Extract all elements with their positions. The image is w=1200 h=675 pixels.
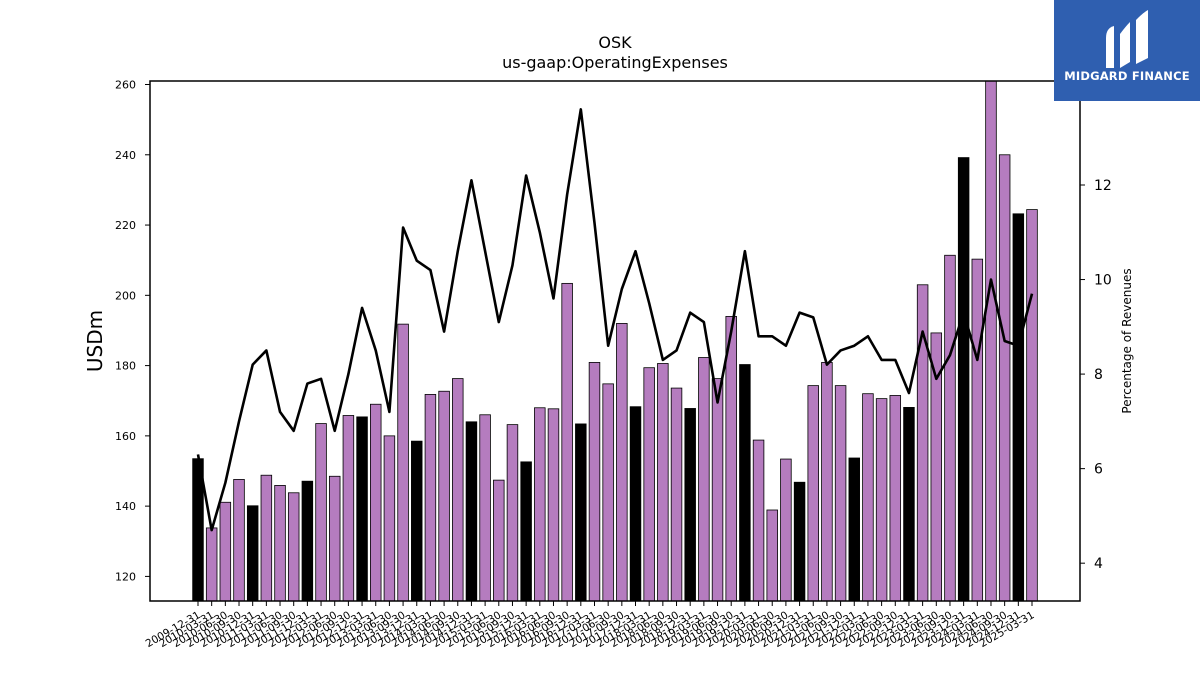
bar [602, 383, 614, 602]
bar [766, 509, 778, 602]
y-tick-label: 120 [115, 570, 136, 583]
bar [862, 393, 874, 602]
y-tick-label: 220 [115, 219, 136, 232]
bar [260, 474, 273, 602]
bar [274, 485, 286, 602]
bar [342, 415, 355, 602]
brand-logo: MIDGARD FINANCE [1054, 0, 1200, 101]
bar [725, 316, 737, 602]
bar [739, 364, 751, 602]
y-axis-label: USDm [83, 310, 107, 372]
bar [807, 385, 819, 602]
y-tick-label: 200 [115, 289, 136, 302]
bar [287, 492, 300, 602]
bar [561, 282, 573, 602]
bar [520, 461, 532, 602]
bar [233, 479, 245, 602]
bar [1012, 213, 1025, 602]
bar [397, 323, 409, 602]
bar [793, 481, 806, 602]
bar [383, 435, 396, 602]
bar [875, 398, 888, 602]
bar [452, 378, 464, 602]
bar [493, 479, 505, 602]
y-tick-label: 180 [115, 360, 136, 373]
y-tick-label: 160 [115, 430, 136, 443]
bar [780, 458, 792, 602]
bar [985, 80, 997, 602]
bar [370, 403, 382, 602]
bar [588, 362, 601, 602]
bar [821, 362, 833, 602]
y2-tick-label: 6 [1094, 462, 1103, 478]
bar [698, 357, 710, 602]
y2-tick-label: 8 [1094, 367, 1103, 383]
bar [711, 378, 724, 602]
chart-subtitle: us-gaap:OperatingExpenses [502, 53, 728, 72]
plot-frame [149, 80, 1081, 602]
brand-name: MIDGARD FINANCE [1064, 69, 1190, 83]
bar [903, 407, 915, 602]
bar [328, 475, 341, 602]
bar [465, 421, 478, 602]
bar [834, 385, 847, 602]
bar [848, 457, 860, 602]
bar [752, 439, 765, 602]
bar [315, 423, 327, 602]
y-tick-label: 140 [115, 500, 136, 513]
bar [616, 323, 628, 602]
chart-title: OSK [598, 33, 632, 52]
brand-mark-icon [1106, 10, 1148, 68]
bar [479, 414, 491, 602]
bar [670, 387, 683, 602]
bar [534, 407, 546, 602]
bar [684, 408, 696, 602]
bar [1026, 209, 1038, 602]
bar [411, 440, 423, 602]
bar [575, 423, 587, 602]
bar [246, 505, 259, 602]
y2-tick-label: 4 [1094, 556, 1103, 572]
y2-tick-label: 10 [1094, 273, 1112, 289]
bar [205, 527, 218, 602]
bar [643, 367, 655, 602]
y2-axis-label: Percentage of Revenues [1120, 268, 1134, 413]
bar [424, 394, 437, 602]
bar [944, 254, 956, 602]
bar [356, 416, 368, 602]
y-tick-label: 260 [115, 79, 136, 92]
bar [957, 157, 970, 602]
bar [219, 501, 232, 602]
bar [301, 480, 314, 602]
bar [971, 258, 984, 602]
bar [438, 390, 450, 602]
y2-tick-label: 12 [1094, 178, 1112, 194]
y-tick-label: 240 [115, 149, 136, 162]
bar [629, 406, 642, 602]
bar [547, 408, 560, 602]
bar [657, 363, 669, 602]
bar [889, 395, 902, 602]
bar [998, 154, 1011, 602]
percentage-of-revenues-line [196, 108, 1034, 532]
bar [506, 424, 519, 602]
